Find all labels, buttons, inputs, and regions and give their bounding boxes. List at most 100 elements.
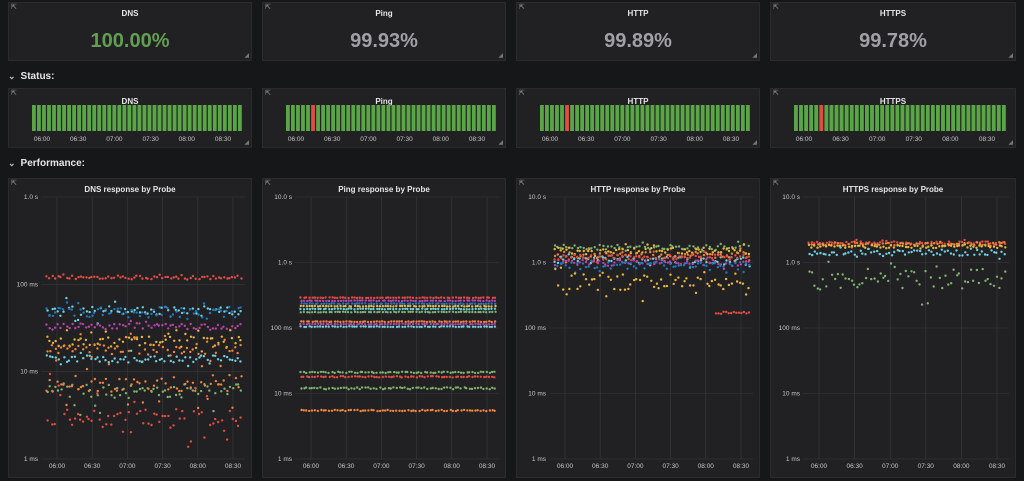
data-point (73, 338, 76, 341)
data-point (167, 354, 170, 357)
status-bar-up (356, 105, 361, 131)
data-point (364, 376, 367, 379)
data-point (194, 386, 197, 390)
stat-panel-http[interactable]: ⇱ HTTP 99.89% ◢ (516, 2, 760, 61)
status-panel-dns[interactable]: ⇱ DNS 06:00 06:30 07:00 07:30 08:00 08:30 ◢ (8, 88, 252, 148)
data-point (201, 316, 204, 319)
data-point (646, 256, 649, 259)
data-point (466, 409, 469, 412)
data-point (468, 325, 471, 328)
data-point (401, 322, 404, 325)
data-point (488, 320, 491, 323)
data-point (333, 307, 336, 310)
resize-corner-icon[interactable]: ◢ (752, 53, 757, 59)
data-point (336, 302, 339, 305)
status-panel-https[interactable]: ⇱ HTTPS 06:00 06:30 07:00 07:30 08:00 08:30 ◢ (770, 88, 1016, 148)
x-tick-label: 07:00 (614, 136, 631, 143)
data-point (677, 276, 680, 279)
data-point (727, 256, 731, 259)
data-point (839, 246, 842, 249)
chart-panel-ping-response[interactable]: ⇱ Ping response by Probe 1 ms 10 ms 100 ms… (262, 178, 506, 478)
external-link-icon[interactable]: ⇱ (265, 180, 271, 187)
data-point (350, 322, 353, 326)
data-point (56, 380, 59, 383)
resize-corner-icon[interactable]: ◢ (244, 140, 249, 146)
status-panel-ping[interactable]: ⇱ Ping 06:00 06:30 07:00 07:30 08:00 08:30 ◢ (262, 88, 506, 148)
data-point (195, 358, 198, 361)
status-bar-up (77, 105, 82, 131)
data-point (421, 408, 424, 412)
external-link-icon[interactable]: ⇱ (519, 90, 525, 97)
data-point (445, 409, 449, 413)
data-point (882, 245, 885, 248)
data-point (118, 377, 121, 381)
external-link-icon[interactable]: ⇱ (265, 4, 271, 11)
data-point (994, 243, 998, 246)
data-point (197, 412, 201, 416)
resize-corner-icon[interactable]: ◢ (752, 140, 757, 146)
data-point (490, 302, 493, 305)
resize-corner-icon[interactable]: ◢ (498, 53, 503, 59)
data-point (454, 299, 457, 303)
resize-corner-icon[interactable]: ◢ (498, 140, 503, 146)
stat-panel-https[interactable]: ⇱ HTTPS 99.78% ◢ (770, 2, 1016, 61)
external-link-icon[interactable]: ⇱ (773, 180, 779, 187)
data-point (468, 387, 472, 390)
data-point (431, 325, 435, 328)
y-tick-label: 1 ms (24, 456, 39, 463)
data-point (395, 325, 399, 329)
data-point (747, 260, 750, 263)
external-link-icon[interactable]: ⇱ (519, 180, 525, 187)
data-point (110, 423, 113, 426)
chart-panel-http-response[interactable]: ⇱ HTTP response by Probe 1 ms 10 ms 100 ms… (516, 178, 760, 478)
chart-panel-dns-response[interactable]: ⇱ DNS response by Probe 1 ms 10 ms 100 ms 1… (8, 178, 252, 478)
data-point (108, 305, 111, 308)
external-link-icon[interactable]: ⇱ (11, 4, 17, 11)
data-point (674, 245, 678, 248)
resize-corner-icon[interactable]: ◢ (244, 53, 249, 59)
resize-corner-icon[interactable]: ◢ (1008, 140, 1013, 146)
row-header-status[interactable]: ⌄ Status: (8, 69, 54, 83)
data-point (105, 393, 108, 396)
status-bar-up (127, 105, 132, 131)
stat-panel-ping[interactable]: ⇱ Ping 99.93% ◢ (262, 2, 506, 61)
data-point (180, 396, 183, 399)
data-point (372, 299, 375, 302)
external-link-icon[interactable]: ⇱ (11, 90, 17, 97)
external-link-icon[interactable]: ⇱ (11, 180, 17, 187)
data-point (372, 409, 375, 412)
data-point (456, 409, 459, 412)
data-point (336, 310, 339, 313)
data-point (192, 327, 195, 330)
status-panel-http[interactable]: ⇱ HTTP 06:00 06:30 07:00 07:30 08:00 08:30 ◢ (516, 88, 760, 148)
chart-panel-https-response[interactable]: ⇱ HTTPS response by Probe 1 ms 10 ms 100 m… (770, 178, 1016, 478)
data-point (445, 325, 449, 328)
data-point (318, 299, 322, 303)
resize-corner-icon[interactable]: ◢ (1008, 53, 1013, 59)
data-point (448, 302, 451, 305)
data-point (339, 296, 342, 299)
data-point (51, 355, 54, 359)
data-point (76, 412, 80, 416)
external-link-icon[interactable]: ⇱ (265, 90, 271, 97)
data-point (363, 323, 367, 326)
external-link-icon[interactable]: ⇱ (519, 4, 525, 11)
data-point (474, 307, 477, 311)
data-point (322, 409, 326, 412)
data-point (727, 249, 731, 253)
data-point (949, 252, 953, 255)
data-point (367, 310, 371, 314)
external-link-icon[interactable]: ⇱ (773, 4, 779, 11)
data-point (364, 371, 367, 374)
stat-panel-dns[interactable]: ⇱ DNS 100.00% ◢ (8, 2, 252, 61)
data-point (731, 247, 735, 250)
x-tick-label: 06:30 (338, 463, 355, 470)
data-point (121, 340, 125, 343)
data-point (431, 408, 434, 412)
row-header-performance[interactable]: ⌄ Performance: (8, 156, 85, 170)
data-point (152, 348, 155, 352)
external-link-icon[interactable]: ⇱ (773, 90, 779, 97)
data-point (442, 310, 446, 314)
data-point (331, 325, 334, 328)
data-point (316, 371, 320, 374)
